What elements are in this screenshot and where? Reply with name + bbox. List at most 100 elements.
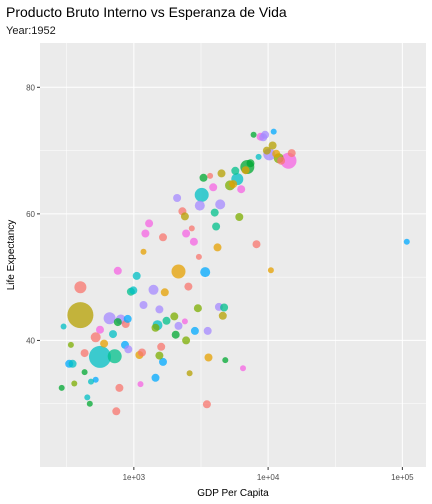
data-point (60, 323, 67, 330)
data-point (202, 400, 211, 409)
data-point (199, 173, 208, 182)
data-point (195, 253, 202, 260)
x-tick-label: 1e+04 (257, 473, 280, 482)
data-point (241, 166, 250, 175)
data-point (67, 341, 74, 348)
data-point (112, 407, 121, 416)
data-point (86, 400, 93, 407)
data-point (235, 213, 244, 221)
data-point (210, 208, 219, 217)
data-point (246, 159, 255, 168)
data-point (129, 286, 138, 295)
data-point (174, 321, 183, 330)
data-point (252, 240, 261, 249)
y-tick-label: 40 (26, 336, 35, 345)
data-point (160, 288, 169, 297)
data-point (255, 153, 262, 160)
data-point (270, 128, 277, 135)
data-point (182, 229, 191, 238)
data-point (220, 303, 229, 312)
plot-panel (40, 43, 426, 467)
data-point (189, 237, 198, 246)
x-tick-label: 1e+03 (123, 473, 146, 482)
chart-title: Producto Bruto Interno vs Esperanza de V… (6, 4, 287, 20)
data-point (237, 185, 246, 194)
data-point (151, 323, 160, 332)
data-point (171, 330, 180, 339)
data-point (113, 318, 122, 327)
data-point (96, 325, 104, 334)
x-axis-ticks: 1e+03 1e+04 1e+05 (123, 467, 414, 482)
data-points (58, 128, 410, 416)
data-point (80, 349, 89, 358)
data-point (250, 131, 257, 138)
data-point (182, 336, 191, 345)
data-point (162, 316, 171, 325)
data-point (403, 238, 410, 245)
data-point (180, 212, 189, 221)
data-point (190, 326, 199, 335)
chart-subtitle: Year:1952 (6, 25, 56, 37)
data-point (103, 312, 116, 325)
data-point (148, 284, 159, 295)
data-point (215, 199, 226, 210)
data-point (194, 200, 205, 211)
data-point (137, 381, 144, 388)
data-point (184, 282, 193, 291)
data-point (171, 264, 186, 279)
y-axis-title: Life Expectancy (6, 220, 17, 291)
data-point (138, 348, 146, 357)
data-point (132, 271, 141, 280)
data-point (145, 219, 154, 228)
data-point (170, 312, 179, 321)
data-point (89, 345, 111, 368)
data-point (71, 380, 78, 387)
data-point (100, 339, 109, 348)
data-point (213, 243, 222, 252)
data-point (81, 369, 88, 376)
data-point (139, 301, 148, 309)
data-point (92, 376, 99, 383)
data-point (155, 305, 164, 314)
y-tick-label: 80 (26, 83, 35, 92)
data-point (240, 365, 246, 372)
data-point (203, 326, 212, 335)
data-point (159, 357, 167, 366)
data-point (193, 304, 202, 313)
data-point (109, 330, 117, 339)
data-point (204, 353, 213, 362)
data-point (229, 180, 238, 189)
y-tick-label: 60 (26, 210, 35, 219)
data-point (107, 349, 122, 364)
data-point (218, 311, 227, 320)
data-point (124, 345, 133, 354)
data-point (200, 267, 211, 278)
data-point (90, 332, 101, 343)
data-point (188, 225, 195, 232)
data-point (194, 187, 209, 202)
data-point (84, 394, 91, 401)
data-point (272, 149, 281, 158)
x-tick-label: 1e+05 (391, 473, 414, 482)
data-point (88, 378, 94, 385)
data-point (217, 169, 226, 178)
data-point (123, 314, 132, 323)
data-point (58, 384, 65, 391)
data-point (173, 194, 182, 202)
data-point (181, 318, 188, 325)
data-point (262, 146, 271, 155)
data-point (157, 342, 166, 351)
data-point (186, 370, 193, 377)
data-point (140, 248, 147, 255)
data-point (268, 141, 277, 150)
data-point (207, 172, 214, 179)
data-point (115, 383, 124, 392)
data-point (222, 357, 229, 364)
data-point (67, 302, 94, 329)
data-point (68, 359, 77, 368)
data-point (231, 166, 240, 175)
data-point (209, 183, 218, 192)
data-point (287, 149, 296, 158)
data-point (141, 229, 150, 238)
